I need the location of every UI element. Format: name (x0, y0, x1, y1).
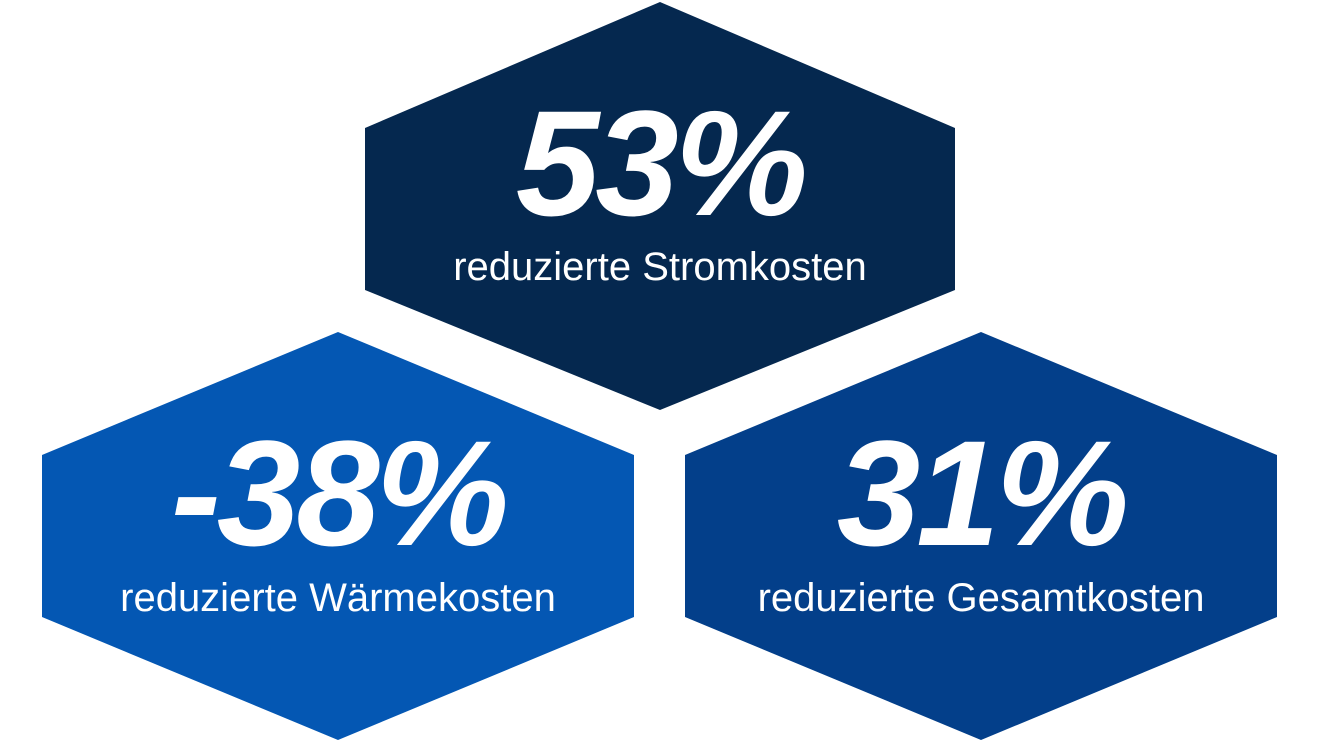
hexagon (685, 332, 1277, 740)
stat-label: reduzierte Gesamtkosten (758, 576, 1205, 620)
hexagon (42, 332, 634, 740)
hexagon (365, 2, 955, 410)
stat-value: 31% (837, 409, 1126, 577)
stat-value: -38% (171, 409, 506, 577)
stat-value: 53% (516, 79, 805, 247)
stat-label: reduzierte Stromkosten (453, 245, 867, 289)
stat-label: reduzierte Wärmekosten (120, 576, 556, 620)
